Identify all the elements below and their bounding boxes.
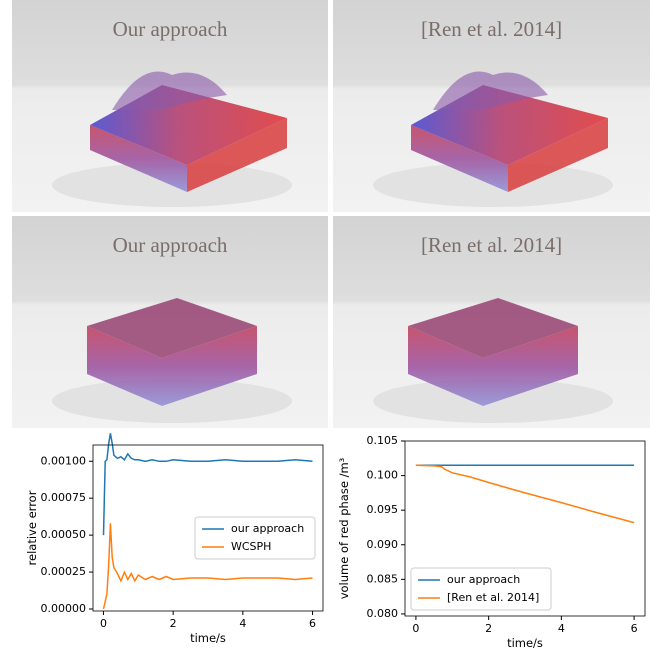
x-tick-label: 2 (170, 617, 177, 630)
y-tick-label: 0.085 (367, 572, 399, 585)
x-tick-label: 2 (485, 622, 492, 635)
y-tick-label: 0.090 (367, 538, 399, 551)
y-tick-label: 0.00050 (41, 528, 87, 541)
panel-label: Our approach (113, 233, 228, 257)
y-tick-label: 0.00075 (41, 491, 87, 504)
panel-label: Our approach (113, 17, 228, 41)
y-tick-label: 0.095 (367, 503, 399, 516)
y-axis-label: relative error (25, 490, 39, 565)
y-tick-label: 0.00100 (41, 454, 87, 467)
line-series (416, 465, 634, 522)
figure: Our approach [Ren et al. 2014] Our approac… (0, 0, 660, 657)
legend-label: our approach (447, 573, 520, 586)
legend-label: [Ren et al. 2014] (447, 591, 539, 604)
x-tick-label: 0 (100, 617, 107, 630)
x-tick-label: 4 (558, 622, 565, 635)
panel-label: [Ren et al. 2014] (421, 233, 562, 257)
y-tick-label: 0.080 (367, 607, 399, 620)
y-axis-label: volume of red phase /m³ (337, 457, 351, 599)
render-panel: Our approach (12, 0, 328, 212)
x-tick-label: 0 (412, 622, 419, 635)
x-axis-label: time/s (190, 631, 226, 645)
x-axis-label: time/s (507, 636, 543, 650)
legend-label: our approach (231, 522, 304, 535)
x-tick-label: 6 (309, 617, 316, 630)
render-panel: Our approach (12, 216, 328, 428)
panel-label: [Ren et al. 2014] (421, 17, 562, 41)
x-tick-label: 4 (239, 617, 246, 630)
render-panel: [Ren et al. 2014] (333, 0, 650, 212)
y-tick-label: 0.100 (367, 469, 399, 482)
y-tick-label: 0.105 (367, 434, 399, 447)
y-tick-label: 0.00000 (41, 602, 87, 615)
legend-label: WCSPH (231, 540, 271, 553)
y-tick-label: 0.00025 (41, 565, 87, 578)
x-tick-label: 6 (631, 622, 638, 635)
render-panel: [Ren et al. 2014] (333, 216, 650, 428)
